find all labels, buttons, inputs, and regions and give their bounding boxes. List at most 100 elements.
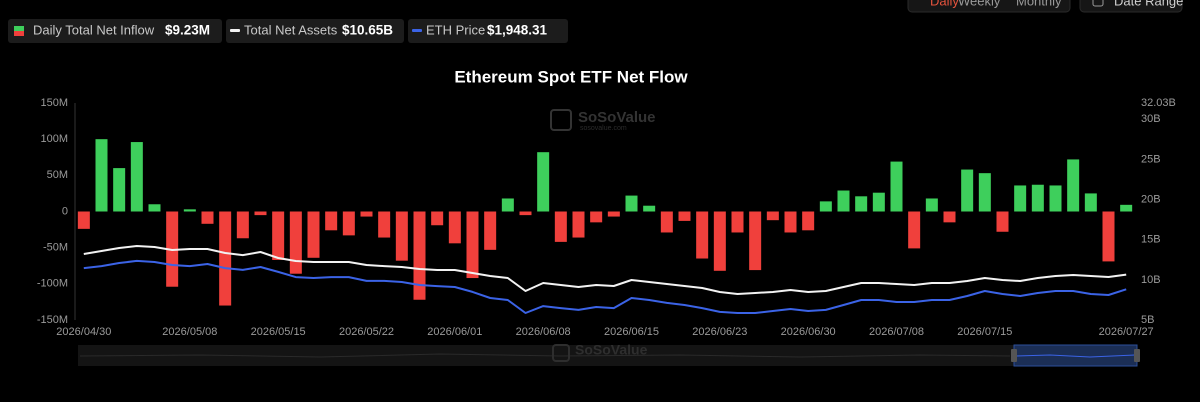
bar — [607, 211, 620, 217]
bar — [908, 211, 921, 249]
bar — [784, 211, 797, 233]
legend-item[interactable] — [408, 19, 568, 43]
x-tick-label: 2026/06/08 — [516, 326, 571, 338]
bar — [342, 211, 355, 236]
bar — [130, 142, 143, 212]
bar — [148, 204, 161, 212]
navigator-handle[interactable] — [1011, 349, 1017, 362]
y-tick-label: -100M — [37, 278, 68, 290]
legend-value: $1,948.31 — [487, 23, 548, 38]
watermark: SoSoValue — [575, 342, 648, 358]
bar — [1014, 185, 1027, 212]
bar — [201, 211, 214, 224]
y-tick-label: 150M — [40, 97, 68, 109]
watermark-logo — [552, 344, 570, 362]
bar — [872, 192, 885, 212]
bar — [77, 211, 90, 229]
y2-tick-label: 10B — [1141, 274, 1161, 286]
bar — [431, 211, 444, 226]
calendar-icon — [1092, 0, 1104, 7]
bar — [254, 211, 267, 216]
bar — [325, 211, 338, 231]
legend-icon — [412, 29, 422, 32]
bar — [95, 139, 108, 212]
legend-item[interactable] — [8, 19, 222, 43]
bar — [766, 211, 779, 221]
bar — [413, 211, 426, 300]
bar — [943, 211, 956, 223]
bar — [961, 169, 974, 212]
bar — [590, 211, 603, 223]
bar — [272, 211, 285, 260]
bar — [749, 211, 762, 271]
line — [83, 259, 1127, 314]
chart-title: Ethereum Spot ETF Net Flow — [454, 67, 688, 86]
x-tick-label: 2026/07/15 — [957, 326, 1012, 338]
watermark-site: sosovalue.com — [580, 125, 627, 132]
x-tick-label: 2026/06/23 — [692, 326, 747, 338]
y2-tick-label: 20B — [1141, 193, 1161, 205]
x-tick-label: 2026/06/30 — [781, 326, 836, 338]
bar — [113, 168, 126, 212]
legend-label: Daily Total Net Inflow — [33, 22, 155, 37]
bar — [236, 211, 249, 239]
navigator-preview — [79, 353, 1011, 358]
y-tick-label: 100M — [40, 133, 68, 145]
period-switch[interactable] — [907, 0, 1071, 13]
y-tick-label: -150M — [37, 314, 68, 326]
bar — [925, 198, 938, 212]
watermark-logo — [550, 109, 572, 131]
bar — [448, 211, 461, 244]
x-tick-label: 2026/06/15 — [604, 326, 659, 338]
bar — [713, 211, 726, 271]
bar — [802, 211, 815, 231]
legend-label: Total Net Assets — [244, 22, 338, 37]
bar — [1102, 211, 1115, 262]
bar — [307, 211, 320, 258]
bar — [572, 211, 585, 238]
period-daily[interactable]: Daily — [930, 0, 959, 8]
x-tick-label: 2026/04/30 — [56, 326, 111, 338]
x-tick-label: 2026/05/08 — [162, 326, 217, 338]
bar — [289, 211, 302, 274]
legend-item[interactable] — [226, 19, 404, 43]
bar — [219, 211, 232, 306]
period-weekly[interactable]: Weekly — [958, 0, 1001, 8]
navigator-preview — [1015, 354, 1136, 358]
y2-tick-label: 32.03B — [1141, 97, 1176, 109]
y-tick-label: 50M — [47, 169, 68, 181]
bar — [678, 211, 691, 221]
bar — [890, 161, 903, 212]
bar — [1049, 185, 1062, 212]
bar — [855, 196, 868, 212]
bar — [484, 211, 497, 250]
bar — [537, 152, 550, 212]
period-monthly[interactable]: Monthly — [1016, 0, 1062, 8]
legend-value: $9.23M — [165, 23, 210, 38]
bar — [731, 211, 744, 233]
bar — [466, 211, 479, 279]
bar — [360, 211, 373, 217]
bar — [837, 190, 850, 212]
bar — [978, 173, 991, 212]
bar — [643, 205, 656, 212]
bar — [183, 209, 196, 212]
date-range-label[interactable]: Date Range — [1114, 0, 1183, 8]
x-tick-label: 2026/05/15 — [251, 326, 306, 338]
y2-tick-label: 5B — [1141, 314, 1154, 326]
legend-icon — [230, 29, 240, 32]
line — [83, 245, 1127, 295]
legend-icon — [14, 26, 24, 31]
y2-tick-label: 25B — [1141, 153, 1161, 165]
bar — [1120, 204, 1133, 212]
navigator-handle[interactable] — [1134, 349, 1140, 362]
x-tick-label: 2026/06/01 — [427, 326, 482, 338]
bar — [696, 211, 709, 259]
bar — [519, 211, 532, 216]
bar — [1067, 159, 1080, 212]
date-range-button[interactable] — [1079, 0, 1183, 13]
bar — [501, 198, 514, 212]
x-tick-label: 2026/05/22 — [339, 326, 394, 338]
bar — [378, 211, 391, 238]
